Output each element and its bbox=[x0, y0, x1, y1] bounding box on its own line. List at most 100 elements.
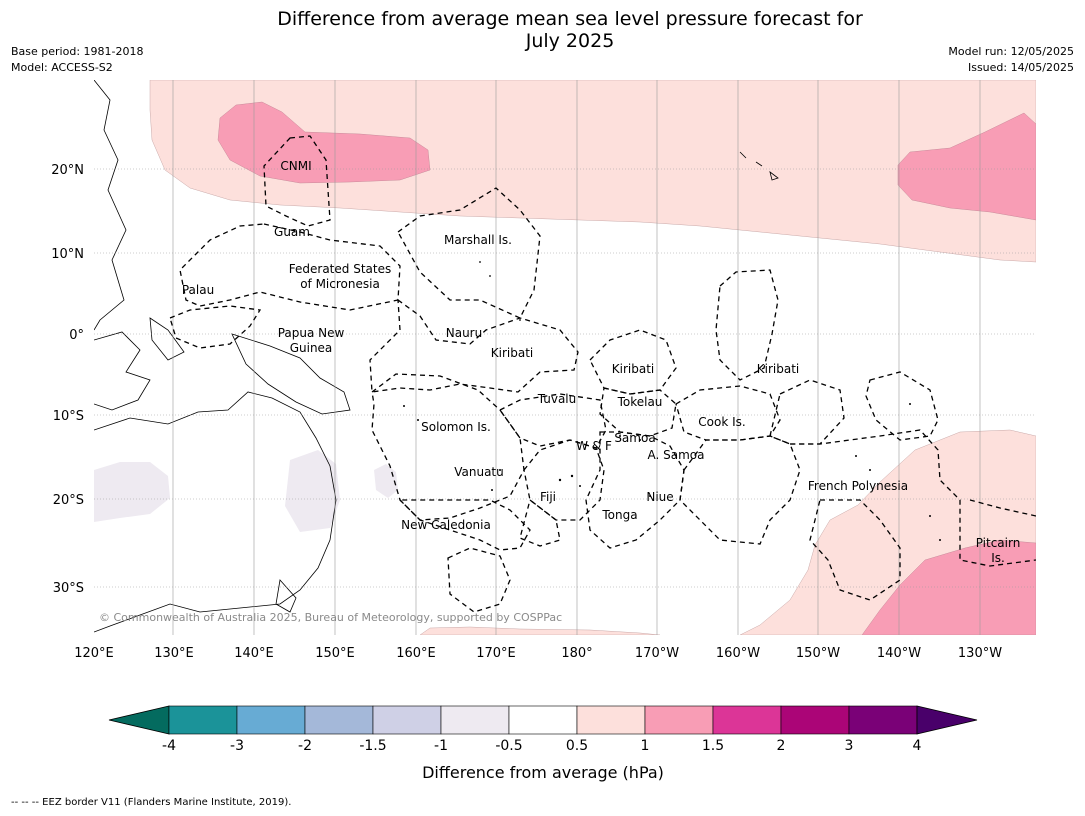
lon-tick-labels: 120°E 130°E 140°E 150°E 160°E 170°E 180°… bbox=[74, 646, 1002, 661]
lat-tick: 20°N bbox=[51, 163, 84, 178]
title-line-2: July 2025 bbox=[525, 30, 615, 52]
lon-tick: 130°E bbox=[154, 646, 194, 661]
colorbar-segment bbox=[440, 705, 510, 735]
lat-tick: 30°S bbox=[53, 581, 84, 596]
colorbar-segment bbox=[644, 705, 714, 735]
colorbar-segment bbox=[372, 705, 442, 735]
label-fsm-2: of Micronesia bbox=[300, 277, 380, 291]
colorbar-segment bbox=[236, 705, 306, 735]
colorbar-segment bbox=[168, 705, 238, 735]
colorbar-tick-label: 3 bbox=[845, 738, 854, 754]
label-marshall: Marshall Is. bbox=[444, 233, 512, 247]
colorbar-segment bbox=[576, 705, 646, 735]
anomaly-patch-south bbox=[419, 626, 661, 635]
colorbar-tick-label: -1 bbox=[434, 738, 448, 754]
label-french-polynesia: French Polynesia bbox=[808, 479, 908, 493]
colorbar-extend-low bbox=[108, 705, 170, 735]
graticule-parallels bbox=[94, 168, 1036, 588]
label-palau: Palau bbox=[182, 283, 214, 297]
lon-tick: 170°E bbox=[476, 646, 516, 661]
meta-left: Base period: 1981-2018 Model: ACCESS-S2 bbox=[11, 44, 143, 76]
label-wallis-futuna: W & F bbox=[576, 439, 612, 453]
anomaly-blob-cnmi bbox=[217, 101, 431, 184]
base-period: Base period: 1981-2018 bbox=[11, 45, 144, 58]
label-tuvalu: Tuvalu bbox=[537, 392, 577, 406]
label-vanuatu: Vanuatu bbox=[454, 465, 504, 479]
colorbar-segment bbox=[508, 705, 578, 735]
label-new-caledonia: New Caledonia bbox=[401, 518, 491, 532]
label-fsm-1: Federated States bbox=[289, 262, 391, 276]
colorbar-label: Difference from average (hPa) bbox=[422, 763, 664, 782]
lon-tick: 180° bbox=[561, 646, 592, 661]
lat-tick-labels: 20°N 10°N 0° 10°S 20°S 30°S bbox=[51, 163, 84, 596]
label-guam: Guam bbox=[274, 225, 310, 239]
colorbar-tick-label: -0.5 bbox=[495, 738, 522, 754]
colorbar-tick-label: 1.5 bbox=[702, 738, 724, 754]
colorbar-tick-label: 1 bbox=[641, 738, 650, 754]
label-pitcairn-2: Is. bbox=[991, 551, 1005, 565]
anomaly-patch-australia bbox=[94, 462, 170, 522]
graticule-meridians bbox=[172, 80, 981, 635]
label-solomon: Solomon Is. bbox=[421, 420, 491, 434]
islands bbox=[403, 261, 941, 541]
lon-tick: 120°E bbox=[74, 646, 114, 661]
lon-tick: 170°W bbox=[635, 646, 679, 661]
lat-tick: 10°N bbox=[51, 247, 84, 262]
label-american-samoa: A. Samoa bbox=[648, 448, 705, 462]
map-title: Difference from average mean sea level p… bbox=[0, 8, 1085, 52]
eez-footnote: -- -- -- EEZ border V11 (Flanders Marine… bbox=[11, 797, 292, 808]
lon-tick: 130°W bbox=[958, 646, 1002, 661]
label-tokelau: Tokelau bbox=[617, 395, 663, 409]
colorbar-segment bbox=[304, 705, 374, 735]
anomaly-blob-northeast bbox=[897, 112, 1036, 221]
lon-tick: 140°W bbox=[877, 646, 921, 661]
colorbar-tick-label: -4 bbox=[162, 738, 176, 754]
label-fiji: Fiji bbox=[540, 490, 556, 504]
colorbar-extend-high bbox=[916, 705, 978, 735]
label-cnmi: CNMI bbox=[280, 159, 311, 173]
label-pitcairn-1: Pitcairn bbox=[976, 536, 1021, 550]
label-niue: Niue bbox=[646, 490, 673, 504]
lon-tick: 160°E bbox=[396, 646, 436, 661]
model-name: Model: ACCESS-S2 bbox=[11, 61, 113, 74]
issued-date: Issued: 14/05/2025 bbox=[967, 61, 1074, 74]
coastlines bbox=[94, 80, 779, 633]
title-line-1: Difference from average mean sea level p… bbox=[277, 8, 863, 30]
copyright-note: © Commonwealth of Australia 2025, Bureau… bbox=[99, 611, 562, 624]
colorbar: -4 -3 -2 -1.5 -1 -0.5 0.5 1 1.5 2 3 4 bbox=[108, 705, 978, 754]
model-run: Model run: 12/05/2025 bbox=[948, 45, 1074, 58]
colorbar-tick-label: 4 bbox=[913, 738, 922, 754]
colorbar-tick-label: -2 bbox=[298, 738, 312, 754]
label-png-2: Guinea bbox=[290, 341, 333, 355]
eez-borders bbox=[169, 135, 1036, 613]
label-samoa: Samoa bbox=[614, 431, 655, 445]
colorbar-tick-label: -3 bbox=[230, 738, 244, 754]
label-cook: Cook Is. bbox=[698, 415, 745, 429]
lat-tick: 10°S bbox=[53, 409, 84, 424]
lon-tick: 150°W bbox=[796, 646, 840, 661]
anomaly-blob-southeast bbox=[861, 539, 1036, 635]
colorbar-segment bbox=[712, 705, 782, 735]
colorbar-tick-label: 0.5 bbox=[566, 738, 588, 754]
lon-tick: 150°E bbox=[315, 646, 355, 661]
label-kiribati-west: Kiribati bbox=[491, 346, 533, 360]
anomaly-band-north bbox=[149, 80, 1036, 263]
lon-tick: 140°E bbox=[234, 646, 274, 661]
lat-tick: 20°S bbox=[53, 493, 84, 508]
colorbar-tick-label: -1.5 bbox=[359, 738, 386, 754]
colorbar-segment bbox=[848, 705, 918, 735]
label-nauru: Nauru bbox=[446, 326, 482, 340]
lat-tick: 0° bbox=[69, 328, 84, 343]
colorbar-segment bbox=[780, 705, 850, 735]
label-tonga: Tonga bbox=[601, 508, 637, 522]
label-png-1: Papua New bbox=[278, 326, 345, 340]
region-labels: CNMI Guam Marshall Is. Federated States … bbox=[182, 159, 1020, 565]
anomaly-patch-coral-sea bbox=[285, 450, 340, 532]
meta-right: Model run: 12/05/2025 Issued: 14/05/2025 bbox=[948, 44, 1074, 76]
map-area: CNMI Guam Marshall Is. Federated States … bbox=[94, 80, 1036, 635]
label-kiribati-central: Kiribati bbox=[612, 362, 654, 376]
colorbar-tick-label: 2 bbox=[777, 738, 786, 754]
lon-tick: 160°W bbox=[716, 646, 760, 661]
label-kiribati-east: Kiribati bbox=[757, 362, 799, 376]
